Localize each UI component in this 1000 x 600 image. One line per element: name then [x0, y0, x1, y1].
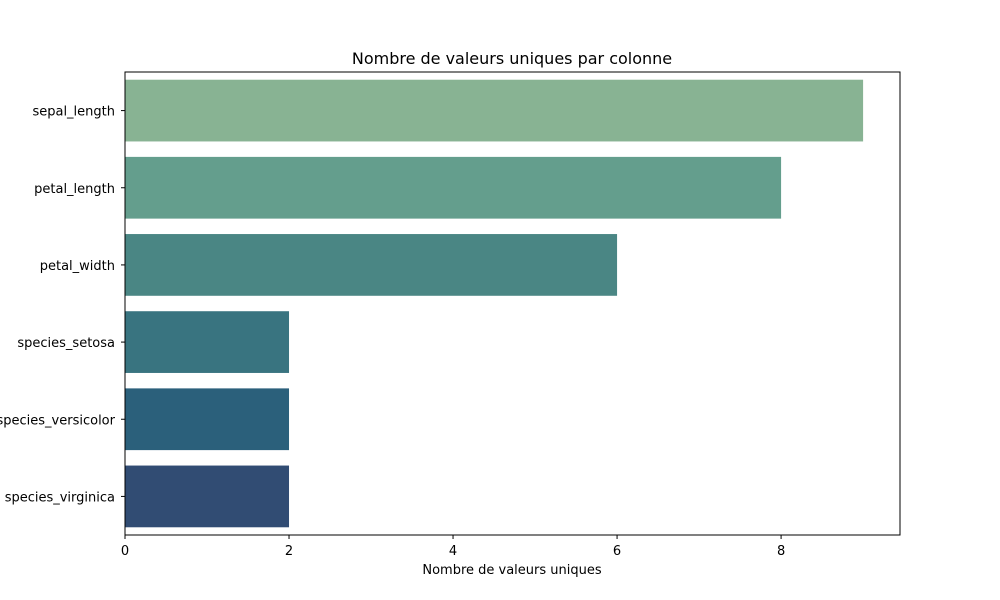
- bar-sepal-length: [125, 79, 864, 142]
- y-axis: sepal_length petal_length petal_widthspeci…: [0, 105, 125, 505]
- x-axis-label: Nombre de valeurs uniques: [422, 563, 602, 578]
- x-tick-label: 4: [449, 544, 457, 559]
- x-tick-label: 2: [285, 544, 293, 559]
- bar-petal-width: [125, 234, 618, 296]
- bars-group: [125, 79, 864, 528]
- bar-petal-length: [125, 156, 782, 219]
- y-tick-label: species_setosa: [17, 336, 115, 351]
- x-tick-label: 8: [777, 544, 785, 559]
- bar-species-setosa: [125, 311, 290, 373]
- bar-species-versicolor: [125, 388, 290, 451]
- chart-title: Nombre de valeurs uniques par colonne: [352, 49, 672, 68]
- y-tick-label: petal_length: [34, 182, 115, 197]
- x-tick-label: 6: [613, 544, 621, 559]
- plot-frame: [124, 71, 901, 536]
- x-tick-label: 0: [121, 544, 129, 559]
- bar-species-virginica: [125, 465, 290, 528]
- y-tick-label: sepal_length: [32, 105, 115, 120]
- y-tick-label: petal_width: [40, 259, 115, 274]
- y-tick-label: species_virginica: [5, 490, 115, 505]
- y-tick-label: species_versicolor: [0, 413, 116, 428]
- x-axis: 0 2 4 6 8: [121, 535, 785, 559]
